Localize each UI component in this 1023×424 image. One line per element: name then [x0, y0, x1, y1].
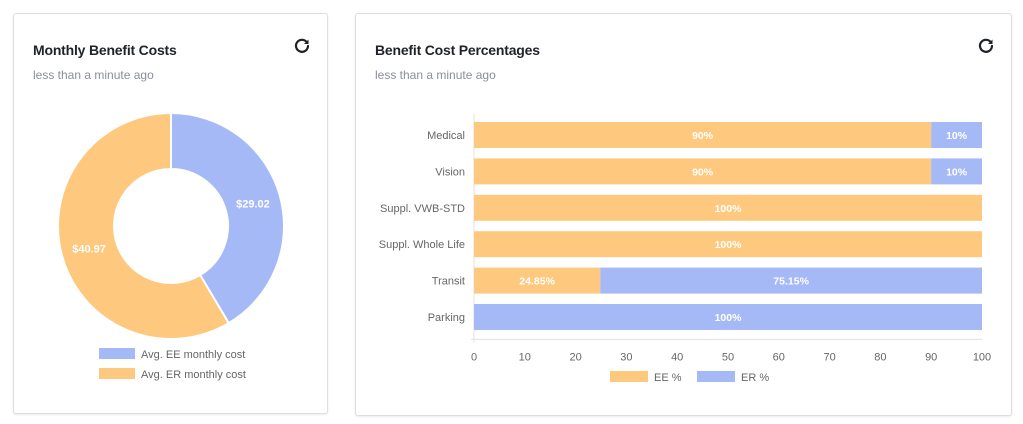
donut-data-label: $40.97: [72, 244, 106, 256]
donut-slice-ee[interactable]: [170, 111, 285, 325]
benefit-cost-percentages-card: Benefit Cost Percentages less than a min…: [355, 13, 1012, 416]
x-tick-label: 90: [925, 351, 937, 363]
y-category-label: Medical: [427, 130, 465, 142]
bar-segment-er[interactable]: [600, 267, 982, 294]
x-tick-label: 100: [973, 351, 991, 363]
bar-data-label: 75.15%: [773, 276, 809, 288]
bar-segment-ee[interactable]: [474, 231, 982, 258]
bar-data-label: 90%: [692, 166, 714, 178]
legend-label[interactable]: Avg. ER monthly cost: [141, 369, 246, 381]
legend-label[interactable]: EE %: [654, 372, 682, 384]
y-category-label: Parking: [428, 312, 465, 324]
bar-data-label: 100%: [715, 312, 743, 324]
y-category-label: Vision: [435, 166, 465, 178]
legend-swatch: [610, 371, 648, 382]
monthly-benefit-costs-card: Monthly Benefit Costs less than a minute…: [13, 13, 328, 414]
bar-data-label: 10%: [946, 130, 968, 142]
donut-data-label: $29.02: [236, 198, 270, 210]
x-tick-label: 10: [519, 351, 531, 363]
x-tick-label: 30: [620, 351, 632, 363]
legend-swatch: [99, 368, 135, 379]
y-category-label: Suppl. VWB-STD: [380, 203, 465, 215]
refresh-icon[interactable]: [294, 38, 310, 54]
refresh-icon[interactable]: [978, 38, 994, 54]
card-title: Benefit Cost Percentages: [375, 42, 540, 58]
y-category-label: Transit: [432, 276, 465, 288]
bar-segment-ee[interactable]: [474, 194, 982, 221]
bar-segment-er[interactable]: [474, 304, 982, 330]
bar-data-label: 10%: [946, 166, 968, 178]
legend-label[interactable]: Avg. EE monthly cost: [141, 349, 245, 361]
card-title: Monthly Benefit Costs: [33, 42, 177, 58]
bar-data-label: 24.85%: [519, 276, 555, 288]
bar-segment-ee[interactable]: [474, 267, 601, 294]
x-tick-label: 20: [569, 351, 581, 363]
bar-segment-er[interactable]: [931, 158, 982, 185]
x-tick-label: 60: [773, 351, 785, 363]
bar-segment-er[interactable]: [931, 122, 982, 148]
bar-segment-ee[interactable]: [474, 158, 932, 185]
donut-slice-er[interactable]: [57, 111, 231, 340]
x-tick-label: 50: [722, 351, 734, 363]
stacked-bar-chart: 0 10 20 30 40 50 60 70 80 90 100 Medical Vision Suppl…: [379, 114, 991, 384]
legend-swatch: [99, 348, 135, 359]
card-timestamp: less than a minute ago: [33, 68, 154, 82]
bar-data-label: 90%: [692, 130, 714, 142]
x-tick-label: 80: [874, 351, 886, 363]
legend-swatch: [697, 371, 735, 382]
x-tick-label: 70: [823, 351, 835, 363]
donut-chart: $29.02 $40.97 Avg. EE monthly cost Avg. ER…: [57, 111, 285, 381]
x-tick-label: 0: [471, 351, 477, 363]
bar-data-label: 100%: [715, 239, 743, 251]
bar-segment-ee[interactable]: [474, 122, 932, 148]
legend-label[interactable]: ER %: [741, 372, 769, 384]
x-tick-label: 40: [671, 351, 683, 363]
card-timestamp: less than a minute ago: [375, 68, 496, 82]
bar-data-label: 100%: [715, 203, 743, 215]
y-category-label: Suppl. Whole Life: [379, 239, 465, 251]
